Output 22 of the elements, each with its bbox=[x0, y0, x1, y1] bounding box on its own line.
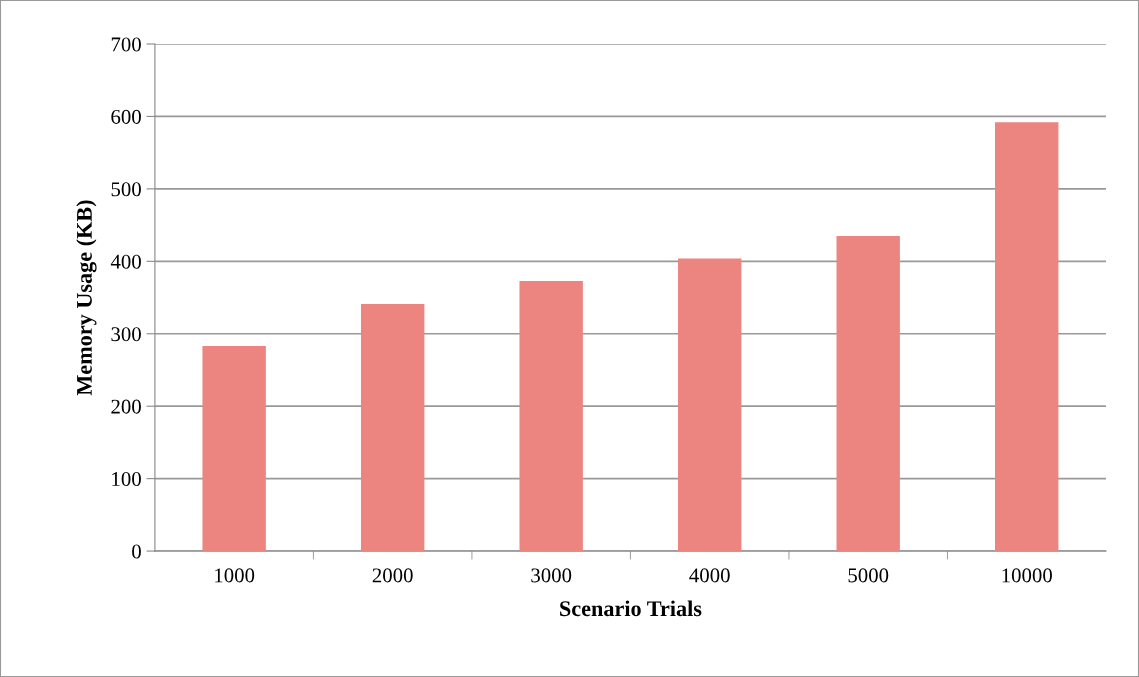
x-tick-label: 5000 bbox=[848, 568, 889, 583]
y-tick-label: 300 bbox=[111, 327, 141, 342]
bar bbox=[836, 235, 900, 552]
bar bbox=[519, 280, 583, 552]
bar bbox=[995, 122, 1059, 552]
y-tick-label: 700 bbox=[111, 37, 141, 52]
bar bbox=[202, 346, 266, 552]
x-tick-label: 10000 bbox=[1002, 568, 1052, 583]
x-tick-label: 4000 bbox=[689, 568, 730, 583]
y-tick-label: 400 bbox=[110, 254, 141, 269]
y-tick-label: 100 bbox=[112, 472, 141, 487]
y-axis-title: Memory Usage (KB) bbox=[76, 200, 97, 396]
x-tick-label: 2000 bbox=[372, 568, 413, 583]
y-tick-label: 600 bbox=[111, 109, 141, 124]
bar bbox=[360, 304, 425, 552]
y-tick-label: 200 bbox=[111, 399, 141, 414]
y-tick-label: 500 bbox=[111, 182, 141, 197]
x-tick-label: 1000 bbox=[215, 568, 255, 583]
x-tick-label: 3000 bbox=[531, 568, 572, 583]
bar bbox=[677, 258, 742, 552]
y-tick-label: 0 bbox=[132, 544, 141, 559]
x-axis-title: Scenario Trials bbox=[560, 600, 702, 617]
